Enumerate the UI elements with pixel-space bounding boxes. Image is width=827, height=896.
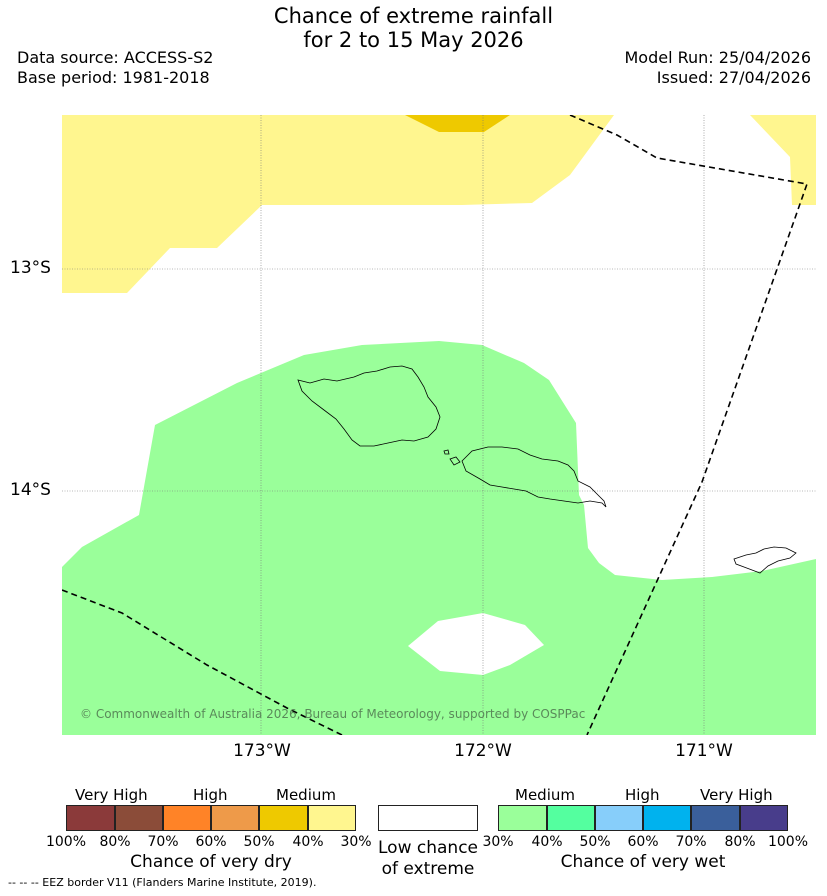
- lon-label-172w: 172°W: [454, 741, 512, 761]
- eez-border-west: [62, 589, 343, 735]
- legend-dry-swatch-2: [115, 805, 163, 831]
- eez-border: [62, 115, 809, 735]
- legend-wet-high: High: [625, 786, 660, 804]
- legend-dry-tick: 40%: [292, 834, 324, 850]
- legend-wet-swatch-1: [498, 805, 547, 831]
- legend-wet-swatch-4: [643, 805, 691, 831]
- legend-wet-swatch-3: [595, 805, 643, 831]
- island-apolima: [443, 449, 450, 455]
- low-chance-hole: [408, 613, 544, 675]
- legend-dry-swatch-1: [66, 805, 115, 831]
- legend-dry-swatch-6: [308, 805, 356, 831]
- chart-title: Chance of extreme rainfall for 2 to 15 M…: [0, 4, 827, 52]
- legend-wet-tick: 70%: [675, 834, 707, 850]
- legend-wet-tick: 50%: [579, 834, 611, 850]
- lon-label-171w: 171°W: [675, 741, 733, 761]
- legend-wet-very-high: Very High: [700, 786, 773, 804]
- eez-border-east: [569, 115, 809, 735]
- legend-wet-tick: 30%: [482, 834, 514, 850]
- legend-dry-tick: 30%: [340, 834, 372, 850]
- legend-dry-tick: 50%: [243, 834, 275, 850]
- medium-dry-region: [62, 115, 614, 293]
- legend-wet-tick: 100%: [767, 834, 809, 850]
- lat-label-13s: 13°S: [10, 258, 51, 278]
- lon-label-173w: 173°W: [233, 741, 291, 761]
- data-source: Data source: ACCESS-S2: [17, 48, 214, 67]
- eez-footer-note: -- -- -- EEZ border V11 (Flanders Marine…: [8, 876, 317, 889]
- legend-wet-tick: 60%: [627, 834, 659, 850]
- legend-dry-tick: 100%: [45, 834, 87, 850]
- title-line-2: for 2 to 15 May 2026: [303, 28, 524, 52]
- legend-dry-swatch-4: [211, 805, 259, 831]
- island-manono: [449, 456, 461, 466]
- legend-wet-swatch-2: [547, 805, 595, 831]
- legend-dry-medium: Medium: [276, 786, 336, 804]
- legend-wet-medium: Medium: [515, 786, 575, 804]
- medium-dry-strong-region: [405, 115, 510, 132]
- legend-dry-swatch-3: [163, 805, 211, 831]
- title-line-1: Chance of extreme rainfall: [273, 4, 554, 28]
- legend-dry-tick: 80%: [99, 834, 131, 850]
- meta-left: Data source: ACCESS-S2 Base period: 1981…: [17, 48, 213, 88]
- legend-low-title-line2: of extreme: [381, 859, 475, 879]
- legend-wet-title: Chance of very wet: [560, 852, 726, 872]
- legend-dry-tick: 70%: [147, 834, 179, 850]
- legend-dry-title: Chance of very dry: [130, 852, 292, 872]
- island-tutuila: [733, 546, 797, 574]
- legend-dry-very-high: Very High: [75, 786, 148, 804]
- base-period: Base period: 1981-2018: [17, 68, 210, 87]
- legend-low-swatch: [378, 805, 478, 831]
- issued-date: Issued: 27/04/2026: [656, 68, 811, 87]
- legend-wet-tick: 80%: [724, 834, 756, 850]
- legend-wet-tick: 40%: [531, 834, 563, 850]
- legend-wet-swatch-6: [740, 805, 788, 831]
- islands: [297, 365, 797, 574]
- medium-wet-region: [62, 341, 816, 735]
- copyright-notice: © Commonwealth of Australia 2026, Bureau…: [80, 707, 586, 721]
- legend-dry-swatch-5: [259, 805, 308, 831]
- legend-dry-high: High: [193, 786, 228, 804]
- lat-label-14s: 14°S: [10, 480, 51, 500]
- meta-right: Model Run: 25/04/2026 Issued: 27/04/2026: [625, 48, 812, 88]
- forecast-map: [62, 115, 816, 735]
- legend-wet-swatch-5: [691, 805, 740, 831]
- island-savaii: [297, 365, 441, 447]
- model-run: Model Run: 25/04/2026: [624, 48, 812, 67]
- legend-low-title: Low chance of extreme: [363, 838, 493, 880]
- grid-lines: [62, 115, 816, 735]
- legend-low-title-line1: Low chance: [378, 838, 478, 858]
- legend-dry-tick: 60%: [195, 834, 227, 850]
- island-upolu: [461, 446, 607, 508]
